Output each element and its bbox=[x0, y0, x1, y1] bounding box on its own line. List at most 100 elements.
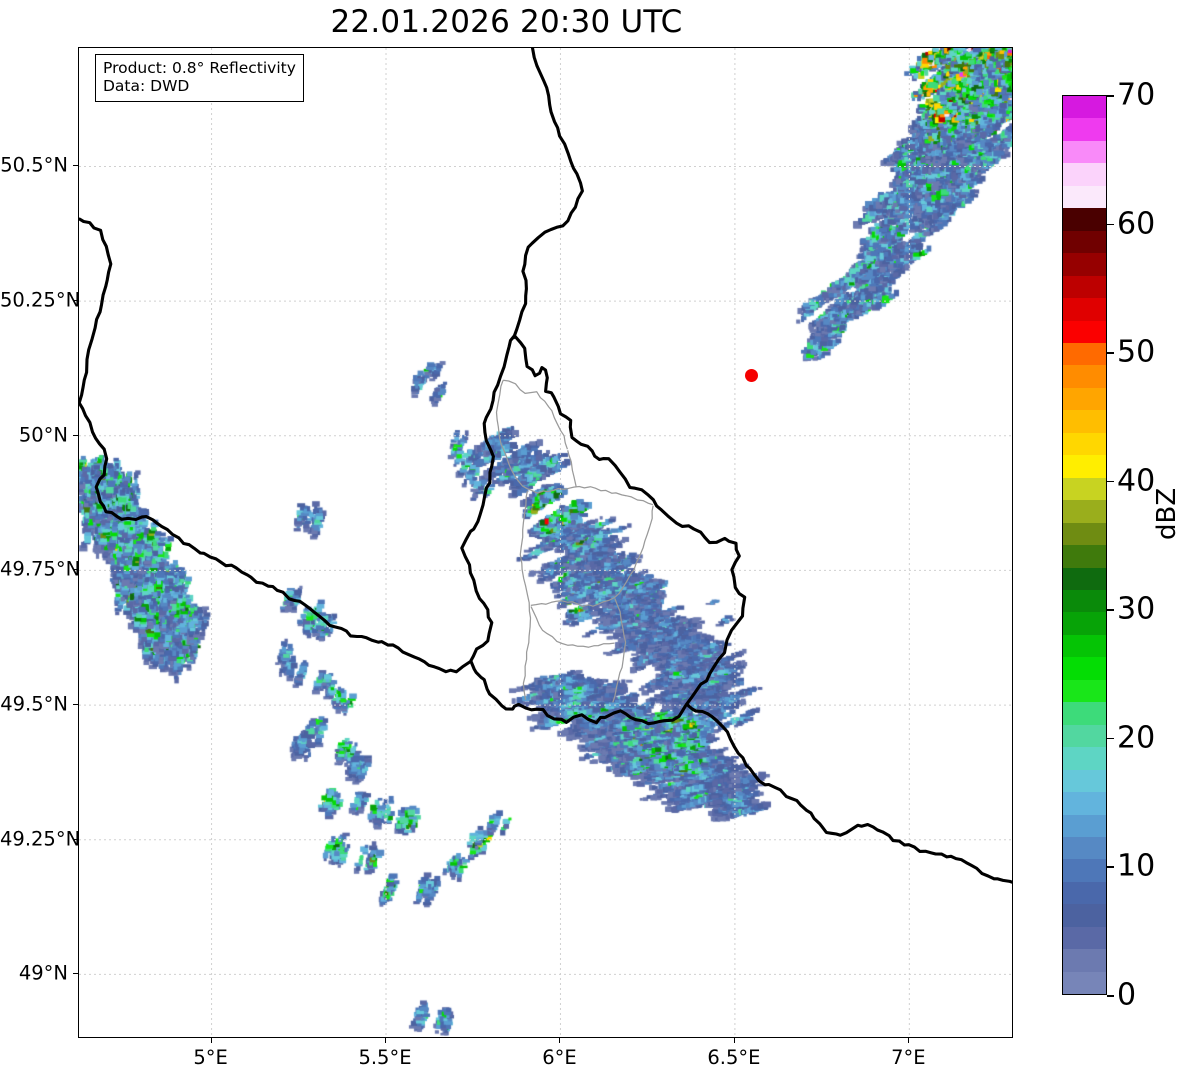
colorbar-band-31 bbox=[1063, 792, 1106, 815]
data-source-line: Data: DWD bbox=[103, 77, 190, 96]
x-axis-tick bbox=[733, 1038, 735, 1043]
graticule-layer bbox=[79, 48, 1012, 1037]
northwest-border bbox=[79, 217, 113, 406]
colorbar-tick-label: 40 bbox=[1117, 463, 1156, 499]
y-axis-label: 49.5°N bbox=[0, 692, 68, 716]
national-borders bbox=[79, 48, 1012, 884]
colorbar-band-8 bbox=[1063, 275, 1106, 299]
district-border-6 bbox=[612, 598, 627, 703]
district-border-5 bbox=[530, 505, 654, 608]
colorbar-tick-label: 10 bbox=[1117, 848, 1156, 884]
district-border-2 bbox=[495, 380, 654, 506]
colorbar-band-4 bbox=[1063, 185, 1106, 209]
colorbar-tick-label: 70 bbox=[1117, 77, 1156, 113]
y-axis-tick bbox=[73, 838, 78, 840]
colorbar-tick bbox=[1107, 995, 1114, 997]
colorbar-band-19 bbox=[1063, 522, 1106, 546]
colorbar-band-27 bbox=[1063, 702, 1106, 725]
district-borders bbox=[495, 379, 654, 703]
colorbar-band-25 bbox=[1063, 657, 1106, 680]
x-axis-tick bbox=[385, 1038, 386, 1043]
colorbar-band-9 bbox=[1063, 298, 1106, 321]
y-axis-tick bbox=[73, 973, 78, 975]
colorbar-band-32 bbox=[1063, 814, 1106, 837]
colorbar-tick-label: 20 bbox=[1117, 720, 1156, 756]
y-axis-label: 49.75°N bbox=[0, 557, 81, 581]
colorbar-band-16 bbox=[1063, 455, 1106, 478]
map-plot-area[interactable] bbox=[78, 47, 1013, 1038]
page-title: 22.01.2026 20:30 UTC bbox=[330, 4, 683, 40]
colorbar-band-15 bbox=[1063, 432, 1106, 456]
colorbar-band-14 bbox=[1063, 410, 1106, 433]
x-axis-label: 5.5°E bbox=[358, 1046, 412, 1069]
colorbar-band-39 bbox=[1063, 971, 1106, 995]
colorbar-band-34 bbox=[1063, 859, 1106, 882]
map-borders-layer bbox=[79, 48, 1012, 884]
y-axis-label: 50.5°N bbox=[0, 153, 68, 177]
colorbar-band-5 bbox=[1063, 208, 1106, 231]
radar-reflectivity-canvas bbox=[79, 48, 1012, 1037]
colorbar-tick bbox=[1107, 737, 1114, 740]
colorbar-band-0 bbox=[1063, 96, 1106, 119]
colorbar-gradient bbox=[1062, 95, 1107, 995]
colorbar-band-18 bbox=[1063, 500, 1106, 523]
colorbar-band-10 bbox=[1063, 320, 1106, 343]
y-axis-tick bbox=[73, 300, 78, 302]
colorbar-tick bbox=[1107, 352, 1114, 354]
colorbar-band-1 bbox=[1063, 118, 1106, 141]
x-axis-label: 5°E bbox=[193, 1046, 228, 1069]
colorbar-band-33 bbox=[1063, 836, 1106, 860]
x-axis-label: 6°E bbox=[542, 1046, 577, 1069]
product-line: Product: 0.8° Reflectivity bbox=[103, 59, 296, 77]
colorbar-band-37 bbox=[1063, 926, 1106, 950]
colorbar-band-36 bbox=[1063, 904, 1106, 927]
y-axis-label: 49.25°N bbox=[0, 827, 81, 851]
colorbar-band-13 bbox=[1063, 387, 1106, 411]
district-border-1 bbox=[503, 379, 568, 450]
y-axis-label: 50°N bbox=[18, 423, 68, 447]
colorbar-band-23 bbox=[1063, 612, 1106, 635]
colorbar-axis-label: dBZ bbox=[1152, 487, 1182, 540]
belgium-germany-border bbox=[512, 48, 584, 340]
colorbar-band-22 bbox=[1063, 589, 1106, 613]
colorbar-band-7 bbox=[1063, 253, 1106, 276]
colorbar-tick bbox=[1107, 866, 1114, 869]
y-axis-label: 49°N bbox=[18, 961, 68, 985]
x-axis-tick bbox=[559, 1038, 561, 1043]
colorbar-tick-label: 50 bbox=[1117, 334, 1156, 370]
y-axis-tick bbox=[73, 569, 78, 571]
x-axis-label: 7°E bbox=[891, 1046, 926, 1069]
colorbar-band-2 bbox=[1063, 140, 1106, 164]
colorbar-band-11 bbox=[1063, 342, 1106, 366]
x-axis-tick bbox=[210, 1038, 212, 1043]
colorbar-tick bbox=[1107, 95, 1114, 97]
colorbar-band-17 bbox=[1063, 477, 1106, 501]
radar-site-marker[interactable] bbox=[744, 369, 758, 383]
colorbar-tick-label: 0 bbox=[1117, 977, 1137, 1013]
colorbar-tick-label: 30 bbox=[1117, 591, 1156, 627]
colorbar-band-28 bbox=[1063, 724, 1106, 748]
colorbar-band-12 bbox=[1063, 365, 1106, 388]
district-border-3 bbox=[567, 450, 577, 488]
x-axis-tick bbox=[908, 1038, 910, 1043]
product-info-box: Product: 0.8° Reflectivity Data: DWD bbox=[95, 54, 304, 102]
colorbar-band-6 bbox=[1063, 230, 1106, 254]
colorbar-tick bbox=[1107, 223, 1114, 226]
district-border-7 bbox=[530, 606, 615, 648]
colorbar-band-30 bbox=[1063, 769, 1106, 793]
y-axis-tick bbox=[73, 434, 78, 436]
luxembourg-border bbox=[460, 334, 747, 726]
colorbar-band-20 bbox=[1063, 545, 1106, 568]
colorbar-band-35 bbox=[1063, 881, 1106, 905]
colorbar-band-3 bbox=[1063, 163, 1106, 186]
colorbar[interactable] bbox=[1062, 95, 1107, 995]
colorbar-tick bbox=[1107, 480, 1114, 483]
colorbar-band-24 bbox=[1063, 634, 1106, 658]
colorbar-band-21 bbox=[1063, 567, 1106, 590]
colorbar-tick-label: 60 bbox=[1117, 206, 1156, 242]
y-axis-label: 50.25°N bbox=[0, 288, 81, 312]
colorbar-band-38 bbox=[1063, 949, 1106, 972]
x-axis-label: 6.5°E bbox=[707, 1046, 761, 1069]
colorbar-tick bbox=[1107, 609, 1114, 611]
